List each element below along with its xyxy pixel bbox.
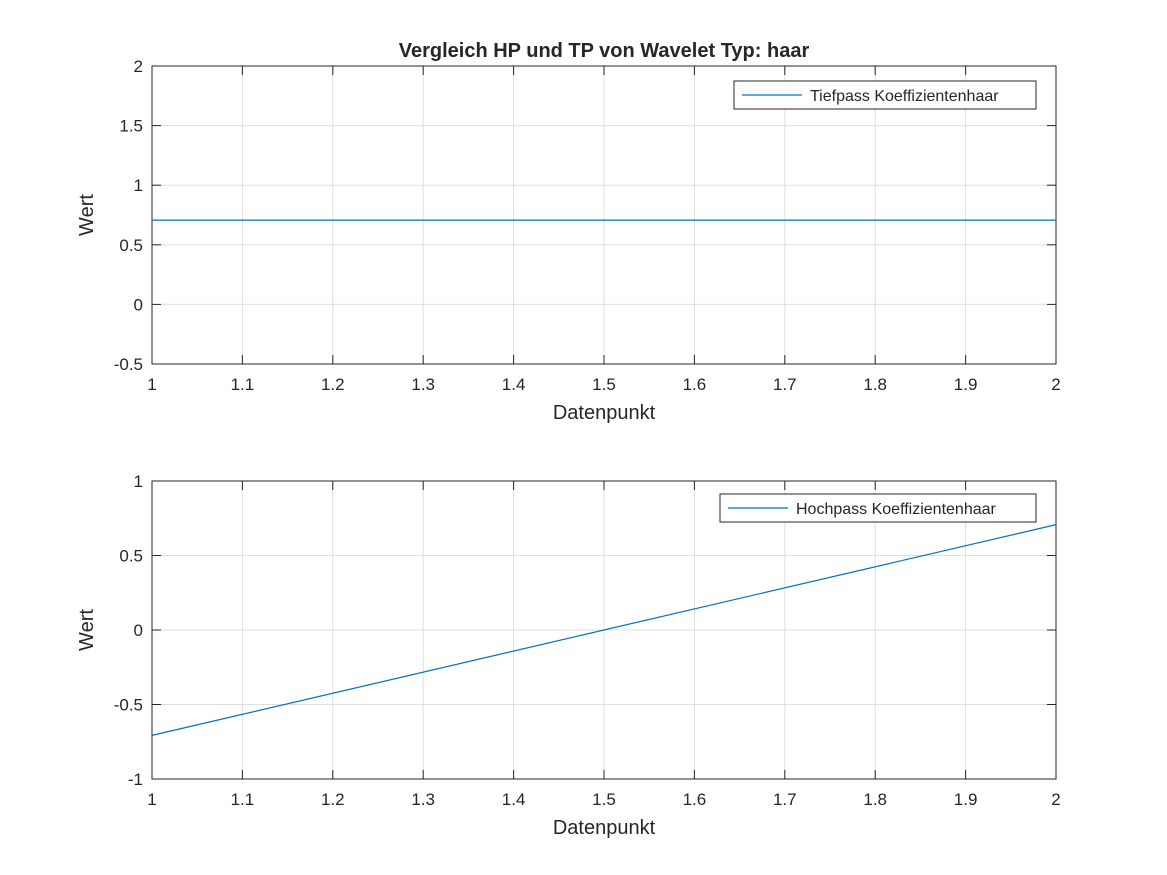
x-tick-label: 1.2: [321, 790, 345, 809]
x-axis-label: Datenpunkt: [553, 402, 656, 424]
legend: Tiefpass Koeffizientenhaar: [733, 80, 1037, 110]
x-tick-label: 1.1: [231, 790, 255, 809]
figure-title: Vergleich HP und TP von Wavelet Typ: haa…: [399, 40, 810, 62]
x-tick-label: 1.3: [411, 375, 435, 394]
legend-entry: Hochpass Koeffizientenhaar: [796, 501, 997, 518]
x-tick-label: 1: [147, 790, 156, 809]
legend-entry: Tiefpass Koeffizientenhaar: [810, 88, 999, 105]
x-tick-label: 1.7: [773, 790, 797, 809]
y-tick-label: 0.5: [119, 547, 143, 566]
series-line: [151, 524, 1057, 736]
x-tick-label: 1.6: [683, 790, 707, 809]
y-tick-label: 1.5: [119, 117, 143, 136]
x-tick-label: 2: [1051, 790, 1060, 809]
x-tick-label: 1.5: [592, 375, 616, 394]
x-tick-label: 1.1: [231, 375, 255, 394]
x-tick-label: 1.4: [502, 375, 526, 394]
y-tick-label: 0.5: [119, 236, 143, 255]
plots: 1 1.1 1.2 1.3 1.4 1.5 1.6 1.7 1.8 1.9 2 -0.5 0 0.5 1 1.…: [76, 57, 1061, 839]
x-tick-label: 1: [147, 375, 156, 394]
y-tick-label: 0: [134, 621, 143, 640]
axes-box: [151, 480, 1057, 780]
x-tick-label: 1.6: [683, 375, 707, 394]
y-tick-label: -1: [128, 770, 143, 789]
legend: Hochpass Koeffizientenhaar: [719, 493, 1037, 523]
x-tick-label: 1.7: [773, 375, 797, 394]
x-tick-label: 1.3: [411, 790, 435, 809]
x-tick-label: 1.8: [863, 790, 887, 809]
x-tick-label: 1.8: [863, 375, 887, 394]
x-tick-label: 1.9: [954, 375, 978, 394]
y-tick-label: -0.5: [114, 696, 143, 715]
y-tick-label: 0: [134, 295, 143, 314]
subplot-2: 1 1.1 1.2 1.3 1.4 1.5 1.6 1.7 1.8 1.9 2 -1 -0.5 0 0.5 1…: [76, 472, 1061, 839]
y-axis-label: Wert: [76, 194, 98, 236]
y-tick-label: 2: [134, 57, 143, 76]
x-tick-label: 1.5: [592, 790, 616, 809]
y-tick-label: 1: [134, 472, 143, 491]
x-tick-label: 1.2: [321, 375, 345, 394]
x-tick-label: 1.9: [954, 790, 978, 809]
x-axis-label: Datenpunkt: [553, 817, 656, 839]
y-tick-label: -0.5: [114, 355, 143, 374]
x-tick-label: 1.4: [502, 790, 526, 809]
axes-box: [151, 65, 1057, 365]
y-axis-label: Wert: [76, 609, 98, 651]
y-tick-label: 1: [134, 176, 143, 195]
subplot-1: 1 1.1 1.2 1.3 1.4 1.5 1.6 1.7 1.8 1.9 2 -0.5 0 0.5 1 1.…: [76, 57, 1061, 424]
x-tick-label: 2: [1051, 375, 1060, 394]
